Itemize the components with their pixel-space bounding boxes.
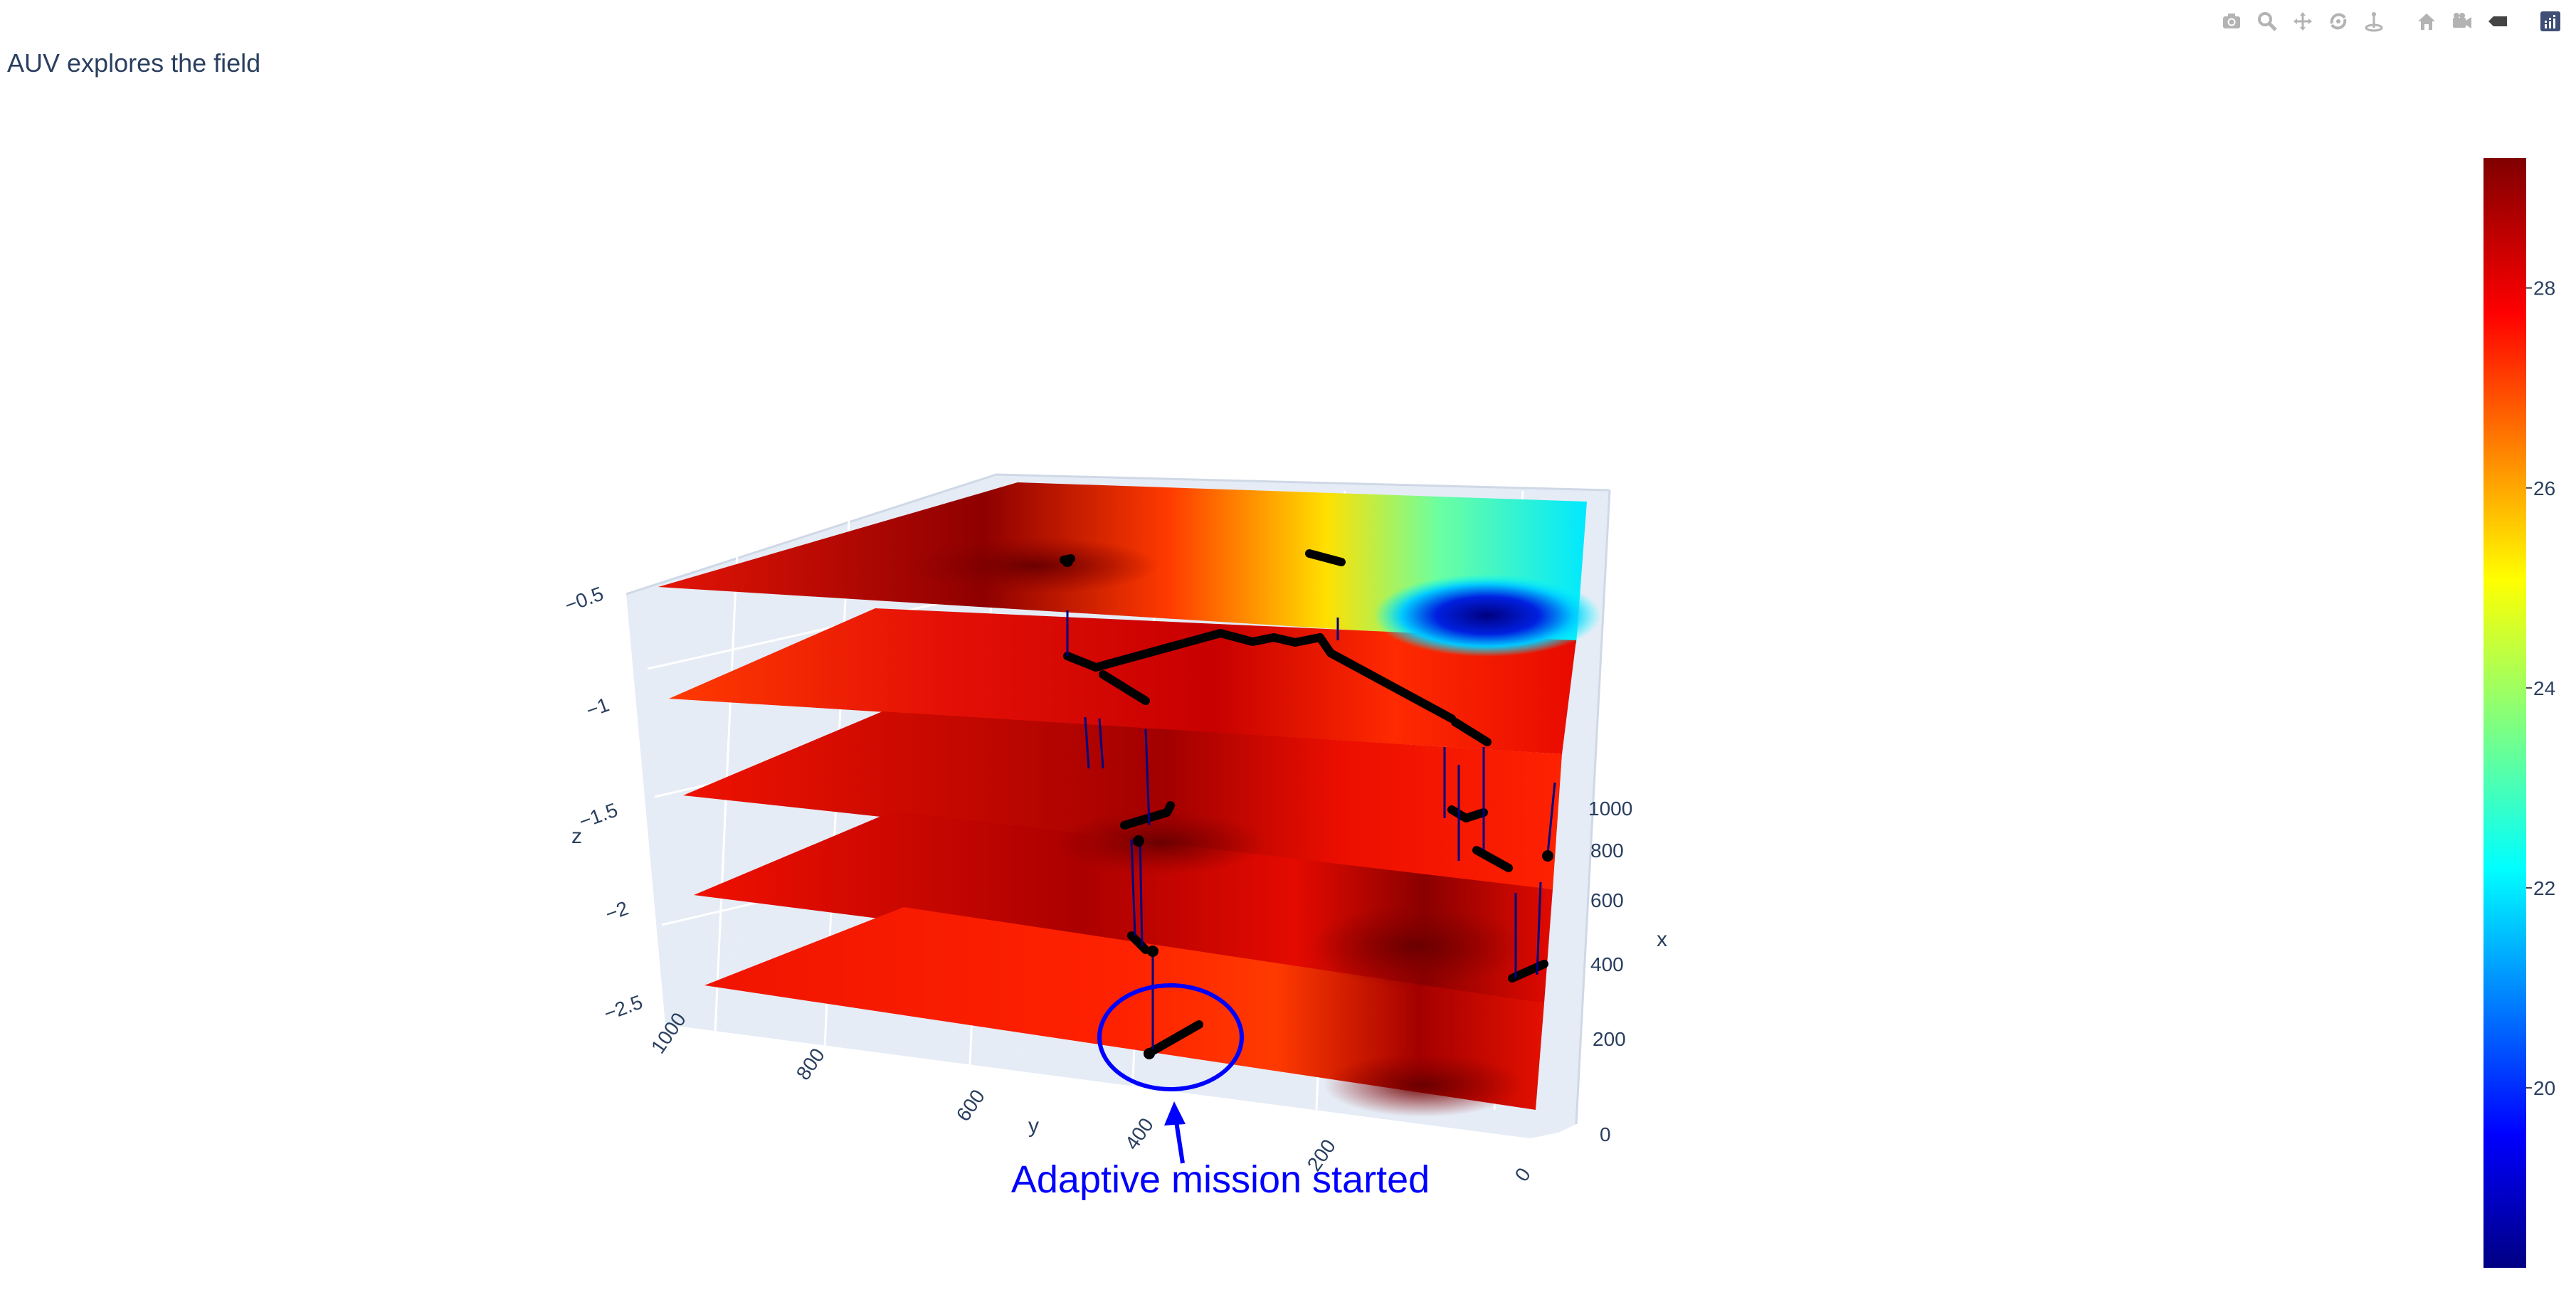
hover-tag-icon <box>2488 16 2507 26</box>
chart-title: AUV explores the field <box>7 48 261 78</box>
z-tick-label: −1 <box>583 694 612 722</box>
x-tick-label: 1000 <box>1588 798 1632 820</box>
auv-tracks <box>1060 549 1556 1059</box>
dive-line <box>1144 729 1151 826</box>
dive-line <box>1536 881 1542 975</box>
dive-line <box>1546 782 1556 854</box>
dive-line <box>1139 839 1144 947</box>
track-point <box>1133 835 1144 847</box>
annotation: Adaptive mission started <box>1011 983 1430 1201</box>
auv-track <box>1120 801 1175 830</box>
annotation-circle <box>1097 983 1244 1091</box>
warm-spot <box>1324 1053 1523 1117</box>
x-axis-title: x <box>1657 928 1667 951</box>
warm-spot <box>1309 904 1523 989</box>
track-point <box>1144 1048 1155 1059</box>
x-tick-label: 600 <box>1590 889 1624 911</box>
auv-track <box>1451 718 1492 746</box>
camera-icon <box>2223 14 2240 28</box>
colorbar-tick-label: 26 <box>2533 477 2555 499</box>
zoom-icon <box>2258 12 2277 31</box>
cold-spot <box>1373 574 1601 657</box>
home-button[interactable] <box>2411 7 2442 36</box>
colorbar: 28 26 24 22 20 <box>2483 158 2555 1268</box>
warm-spot <box>904 537 1160 594</box>
annotation-arrow <box>1173 1116 1185 1164</box>
colorbar-tick-label: 24 <box>2533 677 2555 699</box>
auv-track <box>1099 670 1150 705</box>
hover-tag-button[interactable] <box>2482 7 2513 36</box>
colorbar-tick-label: 20 <box>2533 1077 2555 1099</box>
z-tick-label: −2.5 <box>601 991 646 1025</box>
surface-layer <box>669 608 1576 754</box>
x-tick-label: 800 <box>1590 840 1624 862</box>
surface-layers <box>658 482 1601 1117</box>
colorbar-tick-label: 28 <box>2533 277 2555 300</box>
pan-icon <box>2293 12 2312 31</box>
auv-track <box>1508 960 1548 983</box>
camera-view-button[interactable] <box>2446 7 2478 36</box>
colorbar-tick-label: 22 <box>2533 877 2555 899</box>
track-point <box>1147 946 1158 957</box>
annotation-arrowhead <box>1164 1101 1186 1126</box>
dive-line <box>1084 716 1090 769</box>
surface-layer <box>683 711 1562 889</box>
y-tick-label: 600 <box>952 1086 989 1126</box>
x-tick-label: 0 <box>1600 1123 1611 1145</box>
z-tick-label: −0.5 <box>562 583 607 617</box>
surface-layer <box>704 907 1544 1110</box>
colorbar-gradient <box>2483 158 2526 1268</box>
auv-track <box>1472 846 1513 872</box>
orbit-rotation-button[interactable] <box>2323 7 2354 36</box>
auv-track <box>1127 931 1150 954</box>
x-tick-label: 400 <box>1590 953 1624 975</box>
modebar <box>2216 7 2566 36</box>
orbit-rotation-icon <box>2330 13 2347 30</box>
turntable-rotation-icon <box>2365 12 2383 32</box>
home-icon <box>2418 14 2435 30</box>
y-tick-label: 0 <box>1511 1164 1535 1186</box>
track-point <box>1062 556 1073 567</box>
zoom-button[interactable] <box>2252 7 2283 36</box>
plotly-logo-icon <box>2540 11 2560 31</box>
camera-view-icon <box>2453 13 2471 28</box>
camera-button[interactable] <box>2216 7 2247 36</box>
y-axis-title: y <box>1028 1114 1039 1138</box>
dive-line <box>1098 718 1104 769</box>
z-axis-title: z <box>571 825 582 848</box>
auv-track <box>1063 629 1456 723</box>
auv-track <box>1447 805 1488 822</box>
annotation-text: Adaptive mission started <box>1011 1158 1430 1201</box>
warm-spot <box>1053 811 1267 875</box>
dive-line <box>1130 839 1136 936</box>
y-tick-label: 400 <box>1121 1114 1158 1154</box>
z-tick-label: −1.5 <box>576 799 621 833</box>
track-point <box>1542 850 1553 862</box>
z-tick-label: −2 <box>602 897 631 926</box>
pan-button[interactable] <box>2287 7 2318 36</box>
auv-track <box>1145 1020 1203 1057</box>
plotly-logo-button[interactable] <box>2535 7 2566 36</box>
turntable-rotation-button[interactable] <box>2358 7 2390 36</box>
auv-track <box>1305 549 1346 566</box>
x-tick-label: 200 <box>1593 1028 1626 1050</box>
